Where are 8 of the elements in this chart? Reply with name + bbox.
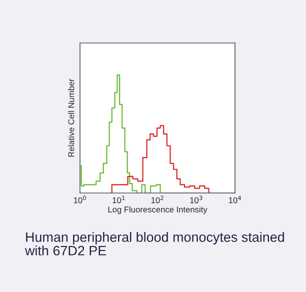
x-tick-label: 10$^{0}$ bbox=[74, 196, 86, 204]
x-tick-label: 10$^{4}$ bbox=[228, 196, 242, 204]
text: Human peripheral blood monocytes stained with 67D2 PE bbox=[24, 232, 284, 256]
x-axis-title: Log Fluorescence Intensity bbox=[108, 206, 208, 214]
y-axis-title: Relative Cell Number bbox=[68, 78, 74, 157]
x-tick-label: 10$^{3}$ bbox=[190, 196, 202, 204]
x-tick-label: 10$^{1}$ bbox=[112, 196, 125, 204]
x-tick-label: 10$^{2}$ bbox=[151, 196, 164, 204]
